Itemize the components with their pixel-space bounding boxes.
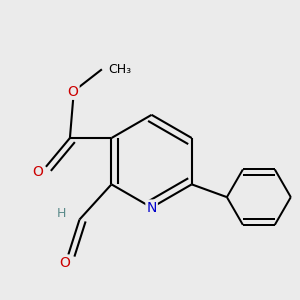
Text: O: O <box>60 256 70 270</box>
Text: O: O <box>32 165 44 178</box>
Text: O: O <box>68 85 79 99</box>
Text: H: H <box>57 207 67 220</box>
Text: CH₃: CH₃ <box>108 63 131 76</box>
Text: N: N <box>146 200 157 214</box>
